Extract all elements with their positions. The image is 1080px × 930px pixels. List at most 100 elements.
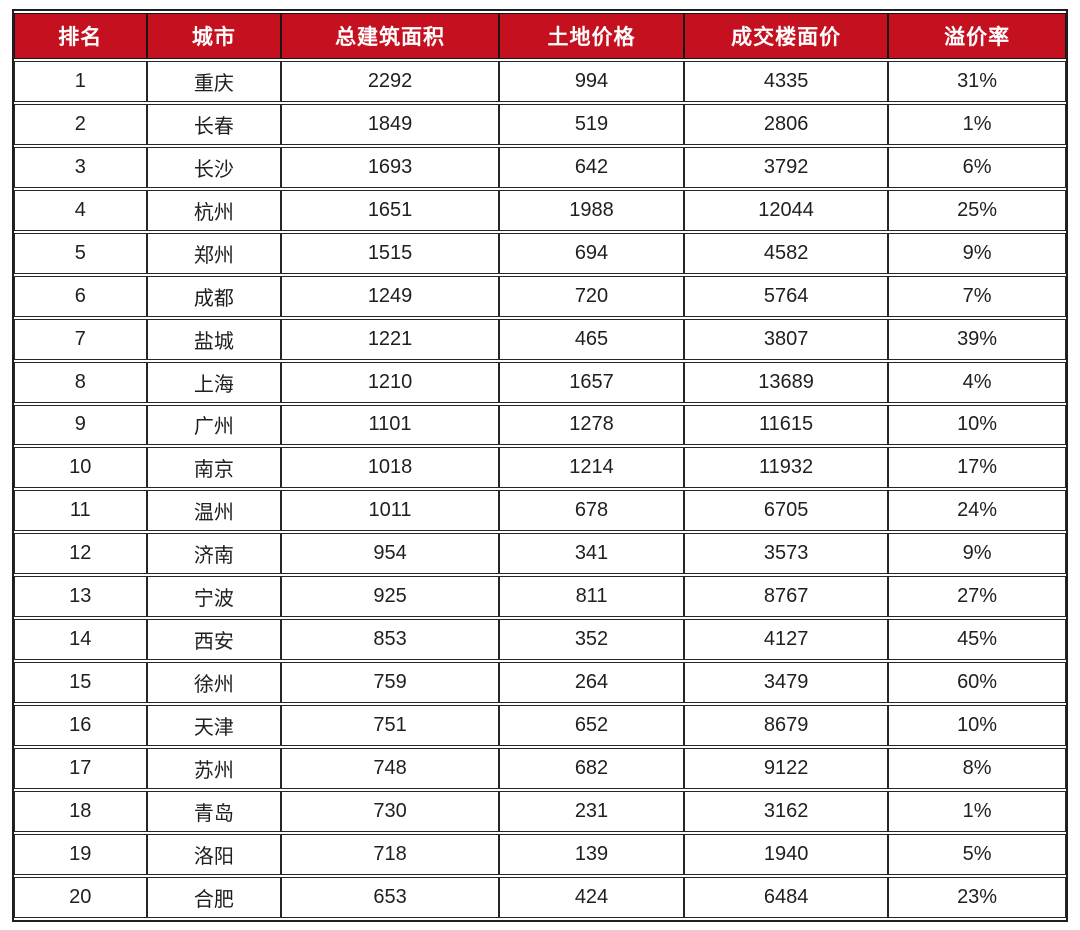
table-row: 14 西安 853 352 4127 45%: [14, 619, 1066, 661]
cell-rank: 20: [14, 876, 147, 918]
cell-rank: 4: [14, 189, 147, 231]
cell-rank: 9: [14, 404, 147, 446]
cell-area: 751: [281, 705, 499, 746]
cell-city: 广州: [146, 404, 282, 446]
table-row: 15 徐州 759 264 3479 60%: [14, 662, 1066, 704]
cell-rank: 10: [14, 447, 147, 489]
cell-city: 洛阳: [146, 833, 282, 875]
cell-premium-rate: 9%: [888, 232, 1066, 274]
table-row: 2 长春 1849 519 2806 1%: [14, 103, 1066, 145]
cell-city: 成都: [146, 275, 282, 317]
cell-floor-price: 3792: [684, 146, 889, 188]
table-body: 1 重庆 2292 994 4335 31% 2 长春 1849 519 2806 1% 3 长沙 1693…: [14, 61, 1066, 918]
cell-city: 长春: [146, 103, 282, 145]
cell-city: 郑州: [146, 232, 282, 274]
cell-land-price: 1988: [498, 189, 685, 231]
cell-land-price: 682: [498, 748, 685, 789]
cell-premium-rate: 1%: [888, 790, 1066, 832]
cell-area: 1101: [281, 404, 499, 446]
cell-premium-rate: 9%: [888, 533, 1066, 575]
cell-land-price: 1278: [498, 404, 685, 446]
table-row: 18 青岛 730 231 3162 1%: [14, 790, 1066, 832]
cell-city: 长沙: [146, 146, 282, 188]
cell-area: 1221: [281, 318, 499, 360]
cell-floor-price: 2806: [684, 103, 889, 145]
table-row: 7 盐城 1221 465 3807 39%: [14, 318, 1066, 360]
cell-floor-price: 8767: [684, 576, 889, 618]
table-row: 10 南京 1018 1214 11932 17%: [14, 447, 1066, 489]
table-row: 1 重庆 2292 994 4335 31%: [14, 61, 1066, 102]
cell-premium-rate: 27%: [888, 576, 1066, 618]
header-row: 排名 城市 总建筑面积 土地价格 成交楼面价 溢价率: [14, 13, 1066, 59]
cell-area: 853: [281, 619, 499, 661]
cell-floor-price: 5764: [684, 275, 889, 317]
city-land-price-table: 排名 城市 总建筑面积 土地价格 成交楼面价 溢价率 1 重庆 2292 994 4335 31% 2…: [14, 11, 1066, 920]
cell-land-price: 694: [498, 232, 685, 274]
cell-area: 925: [281, 576, 499, 618]
cell-floor-price: 6705: [684, 490, 889, 532]
cell-rank: 2: [14, 103, 147, 145]
cell-city: 杭州: [146, 189, 282, 231]
cell-city: 温州: [146, 490, 282, 532]
cell-land-price: 811: [498, 576, 685, 618]
cell-city: 天津: [146, 705, 282, 746]
cell-land-price: 139: [498, 833, 685, 875]
cell-premium-rate: 31%: [888, 61, 1066, 102]
table-row: 5 郑州 1515 694 4582 9%: [14, 232, 1066, 274]
cell-area: 1249: [281, 275, 499, 317]
cell-city: 苏州: [146, 748, 282, 789]
cell-premium-rate: 23%: [888, 876, 1066, 918]
cell-rank: 5: [14, 232, 147, 274]
cell-floor-price: 3807: [684, 318, 889, 360]
cell-premium-rate: 8%: [888, 748, 1066, 789]
cell-rank: 14: [14, 619, 147, 661]
cell-area: 1018: [281, 447, 499, 489]
cell-rank: 3: [14, 146, 147, 188]
cell-area: 730: [281, 790, 499, 832]
cell-area: 748: [281, 748, 499, 789]
cell-rank: 8: [14, 361, 147, 403]
cell-floor-price: 12044: [684, 189, 889, 231]
cell-land-price: 341: [498, 533, 685, 575]
cell-premium-rate: 5%: [888, 833, 1066, 875]
cell-rank: 11: [14, 490, 147, 532]
cell-rank: 15: [14, 662, 147, 704]
cell-city: 上海: [146, 361, 282, 403]
cell-land-price: 678: [498, 490, 685, 532]
cell-premium-rate: 4%: [888, 361, 1066, 403]
cell-premium-rate: 10%: [888, 705, 1066, 746]
cell-premium-rate: 17%: [888, 447, 1066, 489]
cell-area: 718: [281, 833, 499, 875]
cell-rank: 16: [14, 705, 147, 746]
column-header-city: 城市: [146, 13, 282, 59]
cell-premium-rate: 39%: [888, 318, 1066, 360]
column-header-premium-rate: 溢价率: [888, 13, 1066, 59]
cell-rank: 12: [14, 533, 147, 575]
cell-rank: 1: [14, 61, 147, 102]
column-header-land-price: 土地价格: [498, 13, 685, 59]
table-row: 8 上海 1210 1657 13689 4%: [14, 361, 1066, 403]
cell-area: 1849: [281, 103, 499, 145]
cell-floor-price: 9122: [684, 748, 889, 789]
cell-city: 重庆: [146, 61, 282, 102]
table-row: 16 天津 751 652 8679 10%: [14, 705, 1066, 746]
cell-rank: 17: [14, 748, 147, 789]
cell-rank: 6: [14, 275, 147, 317]
table-row: 20 合肥 653 424 6484 23%: [14, 876, 1066, 918]
cell-area: 1210: [281, 361, 499, 403]
cell-land-price: 720: [498, 275, 685, 317]
column-header-floor-price: 成交楼面价: [684, 13, 889, 59]
cell-rank: 18: [14, 790, 147, 832]
cell-premium-rate: 6%: [888, 146, 1066, 188]
cell-city: 青岛: [146, 790, 282, 832]
cell-land-price: 424: [498, 876, 685, 918]
table-row: 17 苏州 748 682 9122 8%: [14, 748, 1066, 789]
cell-area: 1515: [281, 232, 499, 274]
cell-land-price: 264: [498, 662, 685, 704]
city-land-table-frame: 排名 城市 总建筑面积 土地价格 成交楼面价 溢价率 1 重庆 2292 994 4335 31% 2…: [12, 9, 1068, 922]
cell-rank: 7: [14, 318, 147, 360]
cell-city: 西安: [146, 619, 282, 661]
table-row: 9 广州 1101 1278 11615 10%: [14, 404, 1066, 446]
table-row: 4 杭州 1651 1988 12044 25%: [14, 189, 1066, 231]
